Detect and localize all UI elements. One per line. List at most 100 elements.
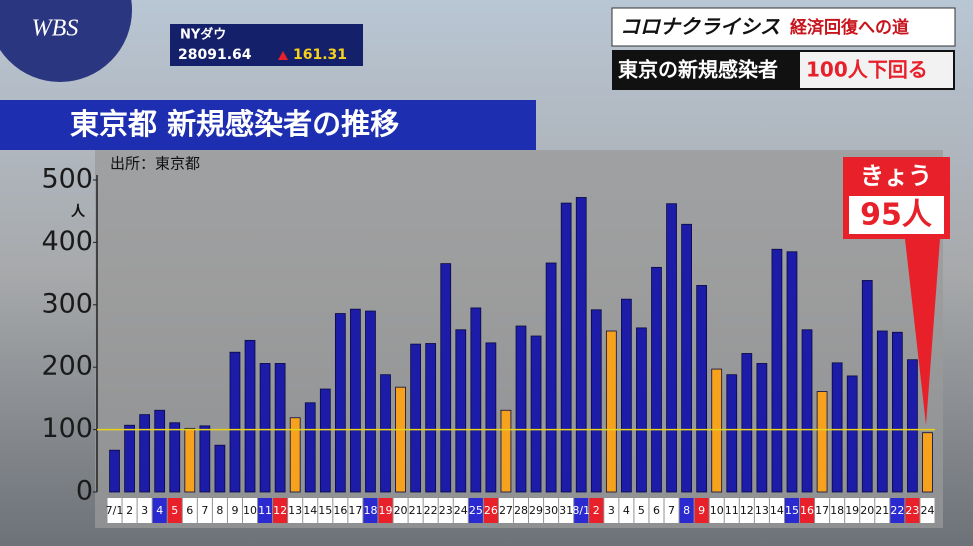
bar xyxy=(666,203,677,493)
x-tick-label: 23 xyxy=(439,504,453,517)
x-label-box xyxy=(423,498,438,523)
bar xyxy=(229,351,241,493)
bar xyxy=(470,307,482,493)
ticker-box xyxy=(170,24,363,66)
x-label-box xyxy=(438,498,453,523)
x-label-box xyxy=(122,498,137,523)
bar xyxy=(289,417,301,493)
bar xyxy=(907,359,918,493)
x-tick-label: 24 xyxy=(920,504,934,517)
bar xyxy=(425,343,437,493)
x-tick-label: 16 xyxy=(800,504,814,517)
bar xyxy=(199,425,211,493)
bar xyxy=(154,409,166,493)
x-label-box xyxy=(845,498,860,523)
bar xyxy=(922,432,933,493)
chart-title: 東京都 新規感染者の推移 xyxy=(70,107,399,141)
x-label-box xyxy=(197,498,212,523)
x-tick-label: 3 xyxy=(608,504,615,517)
x-label-box xyxy=(559,498,574,523)
bar xyxy=(319,388,331,493)
headline-highlight-box xyxy=(800,52,953,88)
x-label-box xyxy=(800,498,815,523)
bar xyxy=(846,375,858,493)
x-label-box xyxy=(513,498,529,523)
bar xyxy=(440,263,452,493)
bar xyxy=(621,298,632,493)
x-label-box xyxy=(212,498,227,523)
x-tick-label: 15 xyxy=(318,504,332,517)
x-tick-label: 14 xyxy=(303,504,317,517)
bar xyxy=(304,402,316,493)
x-tick-label: 4 xyxy=(623,504,630,517)
x-label-box xyxy=(453,498,468,523)
bar xyxy=(515,325,527,493)
source: 出所：東京都 xyxy=(110,155,200,173)
bar xyxy=(410,343,421,493)
x-label-box xyxy=(739,498,754,523)
x-tick-label: 4 xyxy=(156,504,163,517)
x-tick-label: 18 xyxy=(363,504,377,517)
bar xyxy=(244,339,256,493)
bar xyxy=(575,197,587,493)
bar xyxy=(530,335,542,493)
x-tick-label: 13 xyxy=(288,504,302,517)
bar xyxy=(756,363,768,493)
x-tick-label: 6 xyxy=(653,504,660,517)
x-label-box xyxy=(544,498,559,523)
x-label-box xyxy=(679,498,694,523)
bar xyxy=(259,363,271,493)
x-label-box xyxy=(574,498,589,523)
callout: きょう xyxy=(860,162,932,190)
x-label-box xyxy=(152,498,167,523)
x-label-box xyxy=(227,498,242,523)
x-tick-label: 8 xyxy=(683,504,690,517)
x-label-box xyxy=(288,498,303,523)
bar xyxy=(350,308,361,493)
headline-highlight: 100人下回る xyxy=(806,58,928,82)
topic-sub: 経済回復への道 xyxy=(790,17,909,38)
x-label-box xyxy=(408,498,423,523)
x-tick-label: 29 xyxy=(529,504,543,517)
x-tick-label: 26 xyxy=(484,504,498,517)
bar xyxy=(380,374,391,493)
x-label-box xyxy=(815,498,830,523)
bar xyxy=(891,331,903,493)
x-tick-label: 25 xyxy=(469,504,483,517)
x-label-box xyxy=(784,498,800,523)
bar xyxy=(169,422,181,493)
x-tick-label: 20 xyxy=(394,504,408,517)
x-tick-label: 30 xyxy=(544,504,558,517)
bar xyxy=(741,353,753,493)
callout-value: 95人 xyxy=(860,198,932,233)
bar xyxy=(560,202,572,493)
x-tick-label: 2 xyxy=(126,504,133,517)
x-tick-label: 5 xyxy=(638,504,645,517)
title-band xyxy=(0,100,536,150)
x-tick-label: 10 xyxy=(243,504,257,517)
x-label-box xyxy=(649,498,664,523)
topic: コロナクライシス xyxy=(620,15,780,39)
x-label-box xyxy=(348,498,363,523)
x-label-box xyxy=(589,498,604,523)
bar xyxy=(876,330,888,493)
headline: 東京の新規感染者 xyxy=(618,58,778,82)
x-tick-label: 6 xyxy=(186,504,193,517)
x-tick-label: 23 xyxy=(905,504,919,517)
x-tick-label: 11 xyxy=(258,504,272,517)
bar xyxy=(786,251,798,493)
x-tick-label: 13 xyxy=(755,504,769,517)
up-arrow xyxy=(278,51,288,60)
x-label-box xyxy=(724,498,739,523)
x-label-box xyxy=(634,498,649,523)
x-tick-label: 9 xyxy=(231,504,238,517)
bar xyxy=(455,329,467,493)
y-tick-label: 300 xyxy=(41,288,93,319)
x-label-box xyxy=(258,498,273,523)
x-label-box xyxy=(468,498,483,523)
bar xyxy=(590,309,602,493)
bar xyxy=(636,327,647,493)
x-tick-label: 5 xyxy=(171,504,178,517)
